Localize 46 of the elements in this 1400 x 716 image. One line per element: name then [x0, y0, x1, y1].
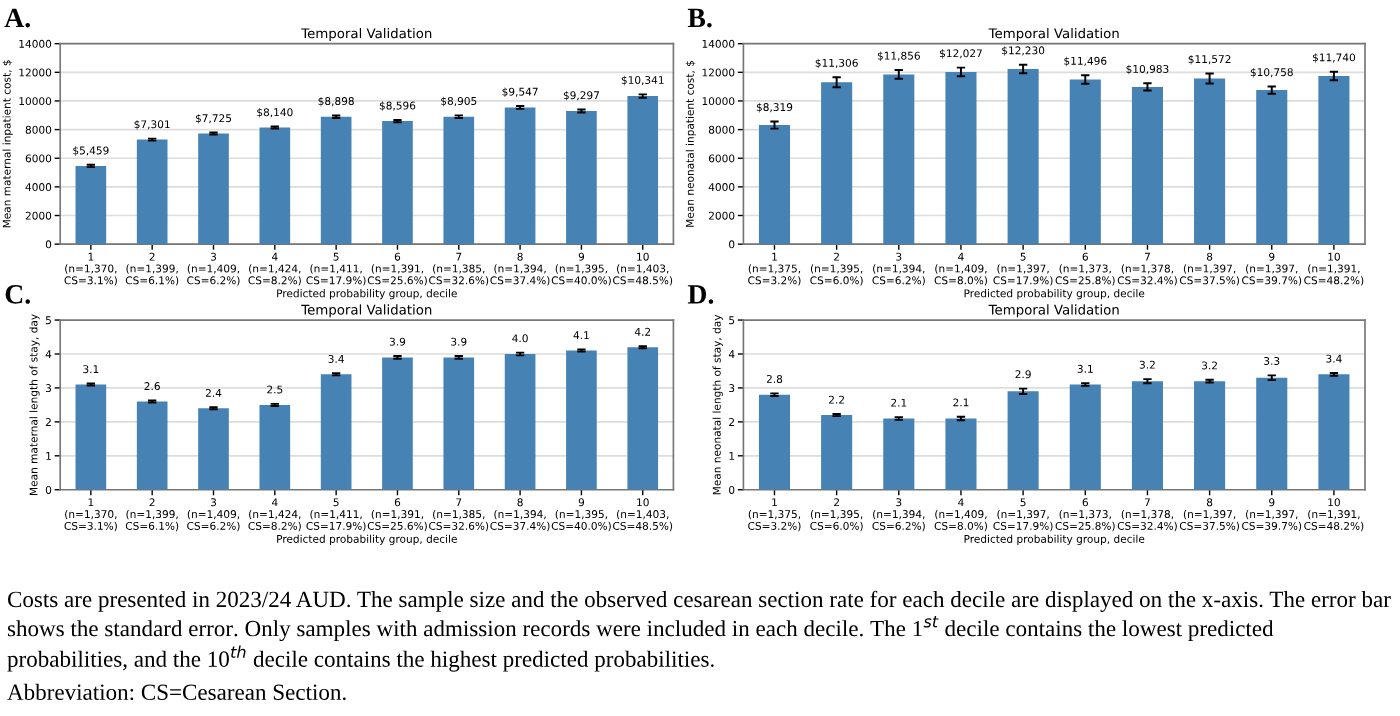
bar — [136, 139, 168, 245]
bar — [259, 404, 291, 490]
bar — [1256, 377, 1288, 490]
bar — [1007, 69, 1039, 245]
bar — [627, 96, 659, 245]
bar — [1131, 381, 1163, 490]
bar — [75, 165, 107, 245]
bar — [504, 107, 536, 245]
bar — [1007, 391, 1039, 490]
bar — [1069, 384, 1101, 490]
text: Abbreviation: CS=Cesarean Section. — [7, 683, 346, 701]
text: C. — [5, 285, 30, 304]
bar — [1194, 78, 1226, 245]
bar — [1069, 79, 1101, 245]
bar — [1194, 381, 1226, 490]
bar — [758, 125, 791, 245]
bar — [320, 116, 352, 245]
bar — [883, 74, 915, 245]
bar — [75, 384, 107, 490]
bar — [259, 127, 291, 245]
bar — [443, 357, 475, 490]
bar — [198, 408, 229, 490]
bar — [382, 121, 413, 245]
bar — [821, 415, 853, 490]
text: Costs are presented in 2023/24 AUD. The sample size and the observed cesarean section rate for each decile are displayed on the x-axis. The error bar shows the standard error. Only samples with admission records were included in each decile. The 1$^{st}$ decile contains the lowest predicted probabilities, and the 10$^{th}$ decile contains the highest predicted probabilities. — [7, 590, 1391, 672]
bar — [566, 350, 597, 490]
bar — [1256, 90, 1288, 245]
text: A. — [4, 8, 30, 28]
bar — [945, 71, 977, 245]
bar — [320, 374, 352, 490]
bar — [627, 347, 659, 490]
text: D. — [687, 285, 714, 304]
bar — [883, 418, 915, 490]
text: B. — [687, 8, 712, 28]
bar — [1318, 374, 1350, 490]
bar — [1318, 76, 1350, 245]
bar — [504, 353, 536, 490]
bar — [198, 133, 229, 245]
bar — [443, 116, 475, 245]
bar — [566, 111, 597, 245]
bar — [1131, 86, 1163, 245]
bar — [758, 394, 791, 490]
bar — [136, 401, 168, 490]
bar — [945, 418, 977, 490]
bar — [821, 82, 853, 245]
bar — [382, 357, 413, 490]
